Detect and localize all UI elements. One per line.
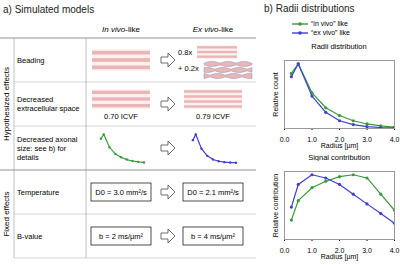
html-text:“in vivo” like: “in vivo” like	[311, 20, 348, 27]
svg-text:Decreased axonalsize: see b) f: Decreased axonalsize: see b) fordetails	[17, 135, 78, 162]
svg-text:Relative count: Relative count	[272, 72, 279, 116]
svg-text:Beading: Beading	[17, 56, 45, 65]
svg-text:2.0: 2.0	[334, 136, 345, 144]
svg-text:1.0: 1.0	[307, 136, 317, 143]
svg-text:Ex vivo-like: Ex vivo-like	[193, 25, 234, 34]
svg-text:0.8x: 0.8x	[178, 48, 192, 57]
svg-text:0.70 ICVF: 0.70 ICVF	[104, 112, 138, 121]
svg-text:4.0: 4.0	[390, 247, 400, 254]
html-text:Radii distribution: Radii distribution	[311, 42, 367, 51]
html-text:Signal contribution: Signal contribution	[308, 153, 370, 162]
html-text:b) Radii distributions: b) Radii distributions	[264, 3, 355, 14]
svg-text:0.0: 0.0	[280, 136, 290, 143]
svg-text:b = 4 ms/µm²: b = 4 ms/µm²	[191, 232, 236, 241]
svg-text:Decreasedextracellular space: Decreasedextracellular space	[17, 95, 80, 113]
svg-text:3.0: 3.0	[362, 247, 372, 254]
svg-text:4.0: 4.0	[390, 136, 400, 143]
svg-text:2.0: 2.0	[334, 247, 345, 255]
html-text:“ex vivo” like: “ex vivo” like	[311, 29, 350, 36]
svg-text:D0 = 2.1 mm²/s: D0 = 2.1 mm²/s	[187, 188, 239, 197]
svg-text:Radius [µm]: Radius [µm]	[321, 142, 359, 150]
svg-text:0.0: 0.0	[280, 247, 290, 254]
svg-text:1.0: 1.0	[307, 247, 317, 254]
svg-text:+ 0.2x: + 0.2x	[178, 64, 199, 73]
svg-text:B-value: B-value	[17, 232, 42, 241]
svg-text:D0 = 3.0 mm²/s: D0 = 3.0 mm²/s	[95, 188, 147, 197]
svg-text:Relative contribution: Relative contribution	[272, 174, 279, 238]
svg-text:3.0: 3.0	[362, 136, 372, 143]
svg-text:Temperature: Temperature	[17, 188, 59, 197]
svg-text:0.79 ICVF: 0.79 ICVF	[196, 112, 230, 121]
svg-text:Hypothesized effects: Hypothesized effects	[2, 67, 11, 141]
svg-text:b = 2 ms/µm²: b = 2 ms/µm²	[99, 232, 144, 241]
svg-text:Fixed effects: Fixed effects	[2, 191, 11, 236]
svg-text:a) Simulated models: a) Simulated models	[3, 4, 94, 15]
svg-text:In vivo-like: In vivo-like	[102, 25, 140, 34]
svg-text:Radius [µm]: Radius [µm]	[321, 253, 359, 261]
